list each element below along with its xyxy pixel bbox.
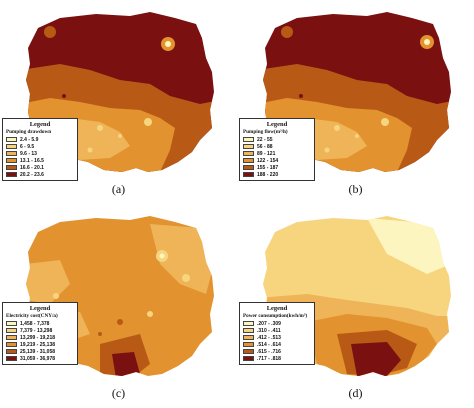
legend-item: .310 - .411 [243,327,311,334]
legend-item: 56 - 88 [243,143,311,150]
legend-label: 19,219 - 25,138 [20,341,56,348]
legend-label: .615 - .716 [257,348,281,355]
legend-swatch [243,321,254,326]
legend-label: .207 - .309 [257,320,281,327]
legend-subtitle: Power consumption(kwh/m³) [243,313,308,319]
legend-label: 16.6 - 20.1 [20,164,44,171]
legend-swatch [243,328,254,333]
legend-label: 2.4 - 5.9 [20,136,39,143]
legend-swatch [6,144,17,149]
legend-label: .717 - .818 [257,355,281,362]
legend-label: 25,139 - 31,058 [20,348,56,355]
legend-item: 7,379 - 13,298 [6,327,74,334]
legend-swatch [243,144,254,149]
legend-item: 1,458 - 7,378 [6,320,74,327]
legend-label: 13.1 - 16.5 [20,157,44,164]
legend-label: .514 - .614 [257,341,281,348]
legend-item: 25,139 - 31,058 [6,348,74,355]
legend-swatch [243,151,254,156]
legend-label: 22 - 55 [257,136,273,143]
legend-label: .310 - .411 [257,327,281,334]
legend-swatch [6,172,17,177]
legend-swatch [243,356,254,361]
legend-subtitle: Electricity cost(CNY/a) [6,313,58,319]
legend-label: 155 - 187 [257,164,279,171]
legend-label: 1,458 - 7,378 [20,320,50,327]
legend-label: 31,059 - 36,978 [20,355,56,362]
legend-item: .412 - .513 [243,334,311,341]
legend-title: Legend [266,305,288,312]
legend-swatch [243,172,254,177]
legend-swatch [6,158,17,163]
legend-rows: 1,458 - 7,378 7,379 - 13,298 13,299 - 19,2… [6,320,74,362]
panel-caption: (a) [111,182,126,196]
legend-swatch [6,137,17,142]
legend-swatch [6,342,17,347]
legend-item: .615 - .716 [243,348,311,355]
legend-rows: 22 - 55 56 - 88 89 - 121 122 - 154 155 - 187… [243,136,311,178]
map-panel-d: Legend Power consumption(kwh/m³) .207 - … [237,204,474,408]
legend-item: 122 - 154 [243,157,311,164]
legend-swatch [6,349,17,354]
legend-item: 155 - 187 [243,164,311,171]
panel-caption: (b) [348,182,363,196]
legend-swatch [6,151,17,156]
legend-item: 188 - 220 [243,171,311,178]
legend-item: .207 - .309 [243,320,311,327]
legend-swatch [6,356,17,361]
legend-item: .717 - .818 [243,355,311,362]
legend-swatch [243,158,254,163]
legend-item: 31,059 - 36,978 [6,355,74,362]
legend-label: 188 - 220 [257,171,279,178]
legend-label: 6 - 9.5 [20,143,35,150]
legend-b: Legend Pumping flow(m³/h) 22 - 55 56 - 88… [239,118,315,181]
legend-label: 7,379 - 13,298 [20,327,53,334]
legend-item: 16.6 - 20.1 [6,164,74,171]
legend-item: 9.6 - 13 [6,150,74,157]
legend-swatch [6,328,17,333]
map-panel-a: Legend Pumping drawdown 2.4 - 5.9 6 - 9.5… [0,0,237,204]
legend-label: 89 - 121 [257,150,276,157]
legend-label: .412 - .513 [257,334,281,341]
legend-item: 89 - 121 [243,150,311,157]
legend-rows: .207 - .309.310 - .411.412 - .513.514 - … [243,320,311,362]
legend-item: 22 - 55 [243,136,311,143]
legend-label: 56 - 88 [257,143,273,150]
legend-item: 6 - 9.5 [6,143,74,150]
legend-label: 9.6 - 13 [20,150,37,157]
legend-rows: 2.4 - 5.9 6 - 9.5 9.6 - 13 13.1 - 16.5 16.6 … [6,136,74,178]
legend-a: Legend Pumping drawdown 2.4 - 5.9 6 - 9.5… [2,118,78,181]
legend-title: Legend [266,121,288,128]
legend-title: Legend [29,305,51,312]
legend-swatch [6,335,17,340]
legend-label: 122 - 154 [257,157,279,164]
legend-item: 13,299 - 19,218 [6,334,74,341]
legend-swatch [243,335,254,340]
legend-swatch [243,349,254,354]
legend-item: 20.2 - 23.6 [6,171,74,178]
legend-swatch [243,137,254,142]
legend-d: Legend Power consumption(kwh/m³) .207 - … [239,302,315,365]
legend-title: Legend [29,121,51,128]
legend-item: 2.4 - 5.9 [6,136,74,143]
legend-item: .514 - .614 [243,341,311,348]
legend-swatch [6,165,17,170]
legend-swatch [6,321,17,326]
legend-subtitle: Pumping drawdown [6,129,52,135]
legend-swatch [243,165,254,170]
legend-c: Legend Electricity cost(CNY/a) 1,458 - 7… [2,302,78,365]
legend-label: 20.2 - 23.6 [20,171,44,178]
legend-item: 13.1 - 16.5 [6,157,74,164]
legend-label: 13,299 - 19,218 [20,334,56,341]
map-panel-c: Legend Electricity cost(CNY/a) 1,458 - 7… [0,204,237,408]
panel-caption: (d) [348,386,363,400]
map-panel-b: Legend Pumping flow(m³/h) 22 - 55 56 - 88… [237,0,474,204]
legend-item: 19,219 - 25,138 [6,341,74,348]
legend-subtitle: Pumping flow(m³/h) [243,129,288,135]
panel-caption: (c) [111,386,126,400]
legend-swatch [243,342,254,347]
